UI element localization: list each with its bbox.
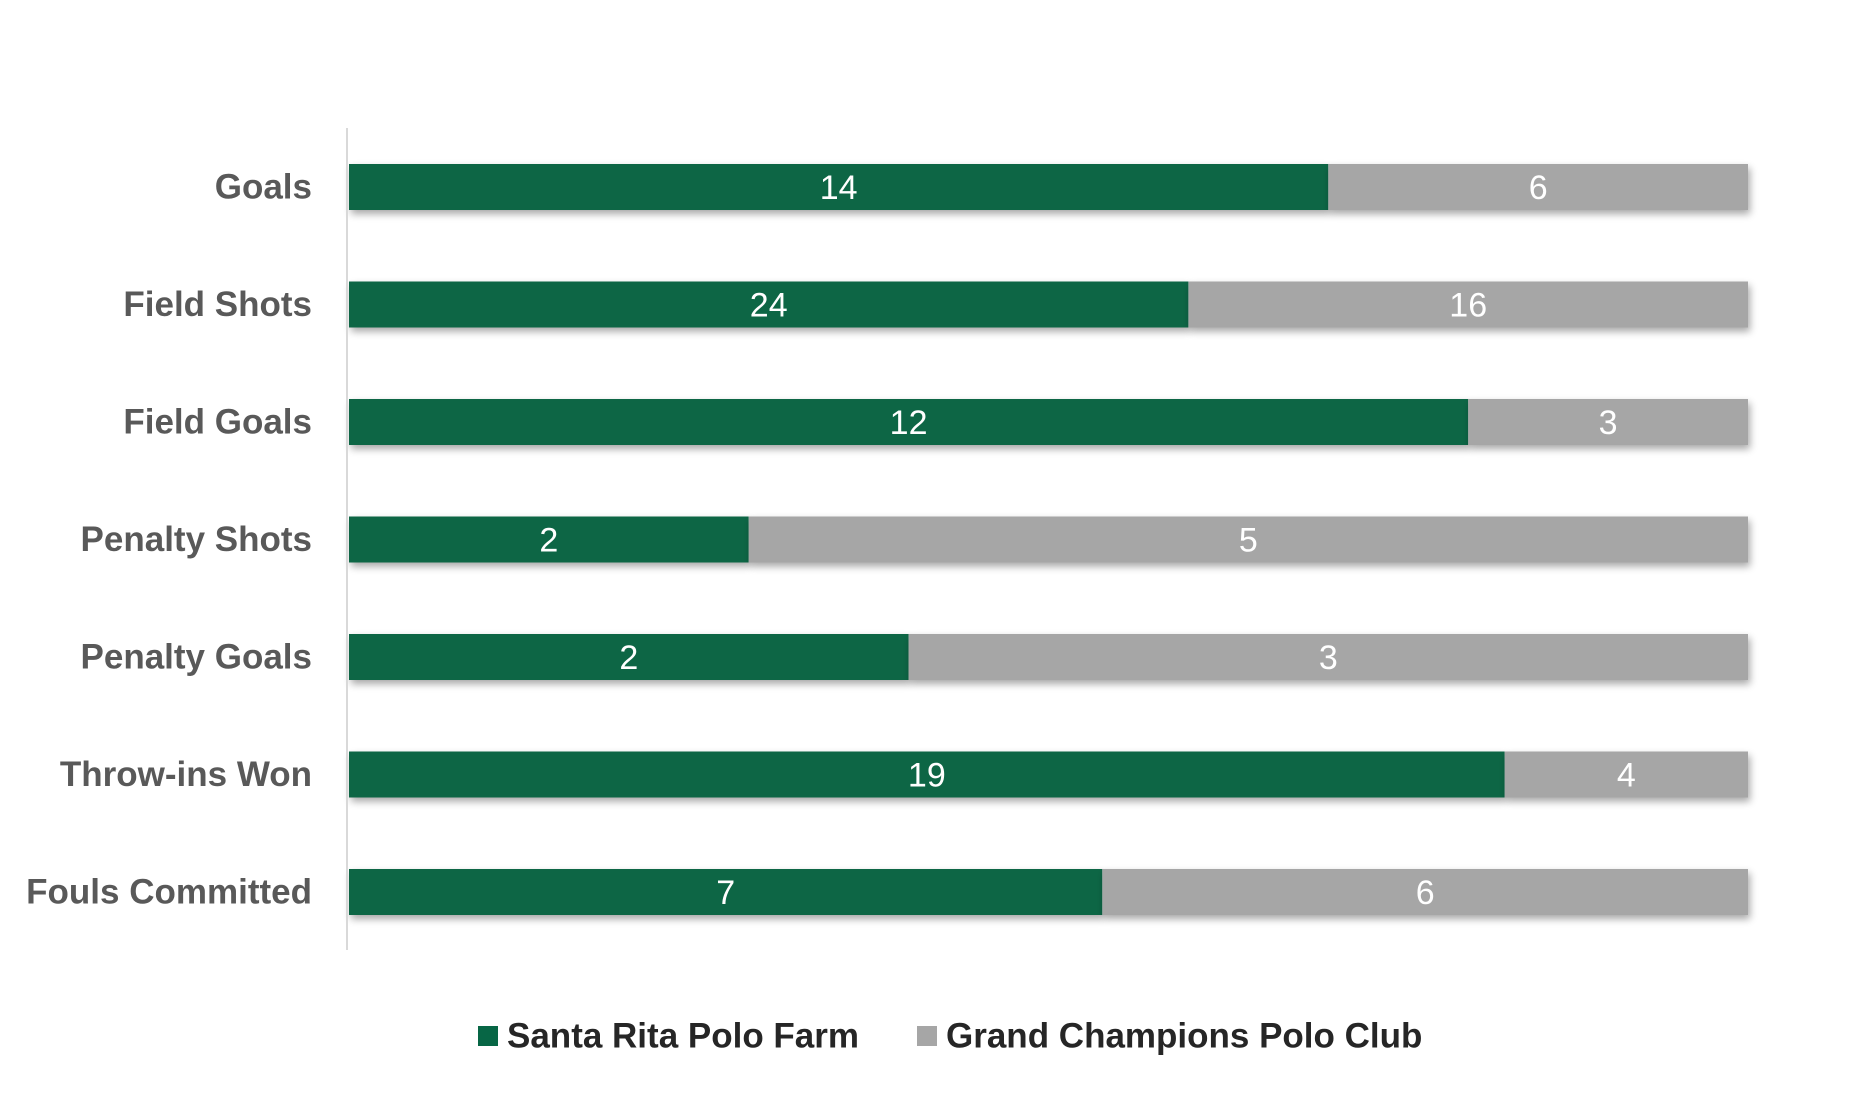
bar-segment <box>1504 751 1748 798</box>
bar-segment <box>748 516 1748 563</box>
data-label: 6 <box>1529 169 1548 207</box>
bar-segment <box>349 751 1505 798</box>
bar-segment <box>908 634 1748 680</box>
data-label: 16 <box>1449 287 1487 325</box>
bar-segment <box>349 869 1103 915</box>
category-label: Throw-ins Won <box>60 755 312 794</box>
data-label: 7 <box>716 874 735 912</box>
category-label: Field Shots <box>123 285 312 324</box>
bar-segment <box>1102 869 1748 915</box>
category-label: Fouls Committed <box>26 873 312 912</box>
data-label: 3 <box>1319 639 1338 677</box>
bar-segment <box>349 164 1329 210</box>
category-label: Field Goals <box>123 403 312 442</box>
data-label: 2 <box>619 639 638 677</box>
data-label: 2 <box>539 522 558 560</box>
legend-swatch <box>917 1026 937 1046</box>
bar-segment <box>1328 164 1748 210</box>
bar-segment <box>349 634 909 680</box>
bar-segment <box>349 516 749 563</box>
category-label: Goals <box>215 168 312 207</box>
category-labels: Goals Field Shots Field Goals Penalty Shots… <box>26 168 312 912</box>
bar-segment <box>349 399 1469 445</box>
legend-label: Santa Rita Polo Farm <box>507 1017 859 1056</box>
data-label: 3 <box>1599 404 1618 442</box>
bar-segment <box>1468 399 1748 445</box>
category-label: Penalty Goals <box>81 638 312 677</box>
bar-segment <box>349 281 1189 328</box>
data-label: 5 <box>1239 522 1258 560</box>
data-label: 19 <box>908 757 946 795</box>
bars-layer: 14 6 24 16 12 3 2 5 2 3 19 4 7 6 <box>349 164 1748 915</box>
data-label: 24 <box>750 287 788 325</box>
data-label: 4 <box>1617 757 1636 795</box>
legend-label: Grand Champions Polo Club <box>946 1017 1422 1056</box>
data-label: 12 <box>890 404 928 442</box>
legend: Santa Rita Polo Farm Grand Champions Polo… <box>478 1017 1422 1056</box>
bar-segment <box>1188 281 1748 328</box>
data-label: 14 <box>820 169 858 207</box>
legend-swatch <box>478 1026 498 1046</box>
data-label: 6 <box>1416 874 1435 912</box>
category-label: Penalty Shots <box>81 520 312 559</box>
